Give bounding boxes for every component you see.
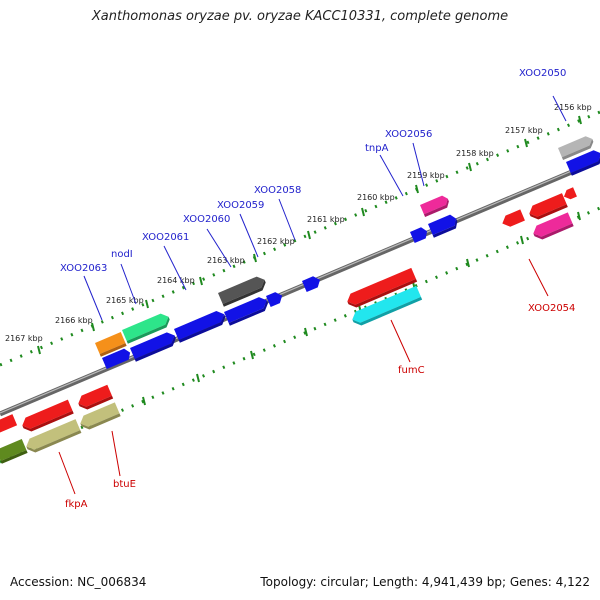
gene-label: XOO2058	[254, 185, 301, 196]
upper-tick-line	[0, 110, 600, 367]
gene-arrow-blue	[224, 297, 269, 326]
gene-label: XOO2061	[142, 232, 189, 243]
tick-label: 2166 kbp	[55, 316, 93, 325]
gene-label: XOO2063	[60, 263, 107, 274]
gene-label: XOO2056	[385, 129, 432, 140]
gene-arrow-red	[347, 267, 418, 308]
upper-gene-labels: XOO2050 XOO2056 tnpA XOO2058 XOO2059 XOO…	[60, 68, 566, 274]
genome-backbone	[0, 157, 600, 417]
gene-arrow-red	[563, 187, 577, 200]
tick-label: 2159 kbp	[407, 171, 445, 180]
gene-arrow-red	[78, 384, 114, 410]
upper-leaders	[83, 95, 567, 321]
gene-arrow-blue	[174, 311, 226, 343]
tick-label: 2157 kbp	[505, 126, 543, 135]
gene-arrow-red	[0, 414, 18, 434]
tick-label: 2161 kbp	[307, 215, 345, 224]
topology-text: Topology: circular; Length: 4,941,439 bp…	[260, 575, 590, 589]
gene-arrow-blue	[566, 150, 600, 176]
gene-arrow-blue	[266, 292, 283, 308]
gene-arrow-blue	[302, 276, 320, 293]
tick-label: 2156 kbp	[554, 103, 592, 112]
gene-features	[0, 136, 600, 464]
gene-label: XOO2059	[217, 200, 264, 211]
gene-label: tnpA	[365, 143, 389, 154]
gene-arrow-olive	[26, 419, 82, 453]
tick-label: 2160 kbp	[357, 193, 395, 202]
gene-arrow-pink	[420, 195, 449, 217]
gene-label: nodI	[111, 249, 133, 260]
tick-label: 2162 kbp	[257, 237, 295, 246]
gene-label: fumC	[398, 365, 425, 376]
gene-label: XOO2050	[519, 68, 566, 79]
gene-arrow-blue	[428, 214, 458, 238]
tick-label: 2158 kbp	[456, 149, 494, 158]
gene-arrow-green	[122, 313, 170, 344]
gene-arrow-red	[502, 209, 525, 227]
map-title: Xanthomonas oryzae pv. oryzae KACC10331,…	[91, 9, 509, 24]
gene-arrow-orange	[95, 332, 127, 357]
gene-label: fkpA	[65, 499, 88, 510]
tick-label: 2163 kbp	[207, 256, 245, 265]
gene-arrow-darkgray	[218, 276, 266, 307]
tick-label: 2167 kbp	[5, 334, 43, 343]
gene-label: XOO2060	[183, 214, 230, 225]
tick-label: 2165 kbp	[106, 296, 144, 305]
gene-arrow-red	[529, 193, 568, 220]
gene-arrow-gray	[558, 136, 594, 160]
lower-leaders	[58, 258, 549, 495]
gene-arrow-pink	[533, 212, 574, 240]
kbp-labels: 2156 kbp 2157 kbp 2158 kbp 2159 kbp 2160…	[5, 103, 592, 343]
accession-text: Accession: NC_006834	[10, 575, 147, 589]
gene-arrow-blue	[410, 227, 428, 244]
gene-label: XOO2054	[528, 303, 575, 314]
gene-arrow-blue	[102, 348, 131, 370]
gene-arrow-darkolive	[0, 439, 28, 464]
lower-gene-labels: XOO2054 fumC btuE fkpA	[65, 303, 575, 510]
gene-arrow-cyan	[352, 285, 423, 326]
gene-arrow-olive	[80, 402, 121, 430]
tick-label: 2164 kbp	[157, 276, 195, 285]
gene-arrow-blue	[130, 332, 176, 362]
gene-arrow-red	[22, 399, 74, 432]
gene-label: btuE	[113, 479, 136, 490]
